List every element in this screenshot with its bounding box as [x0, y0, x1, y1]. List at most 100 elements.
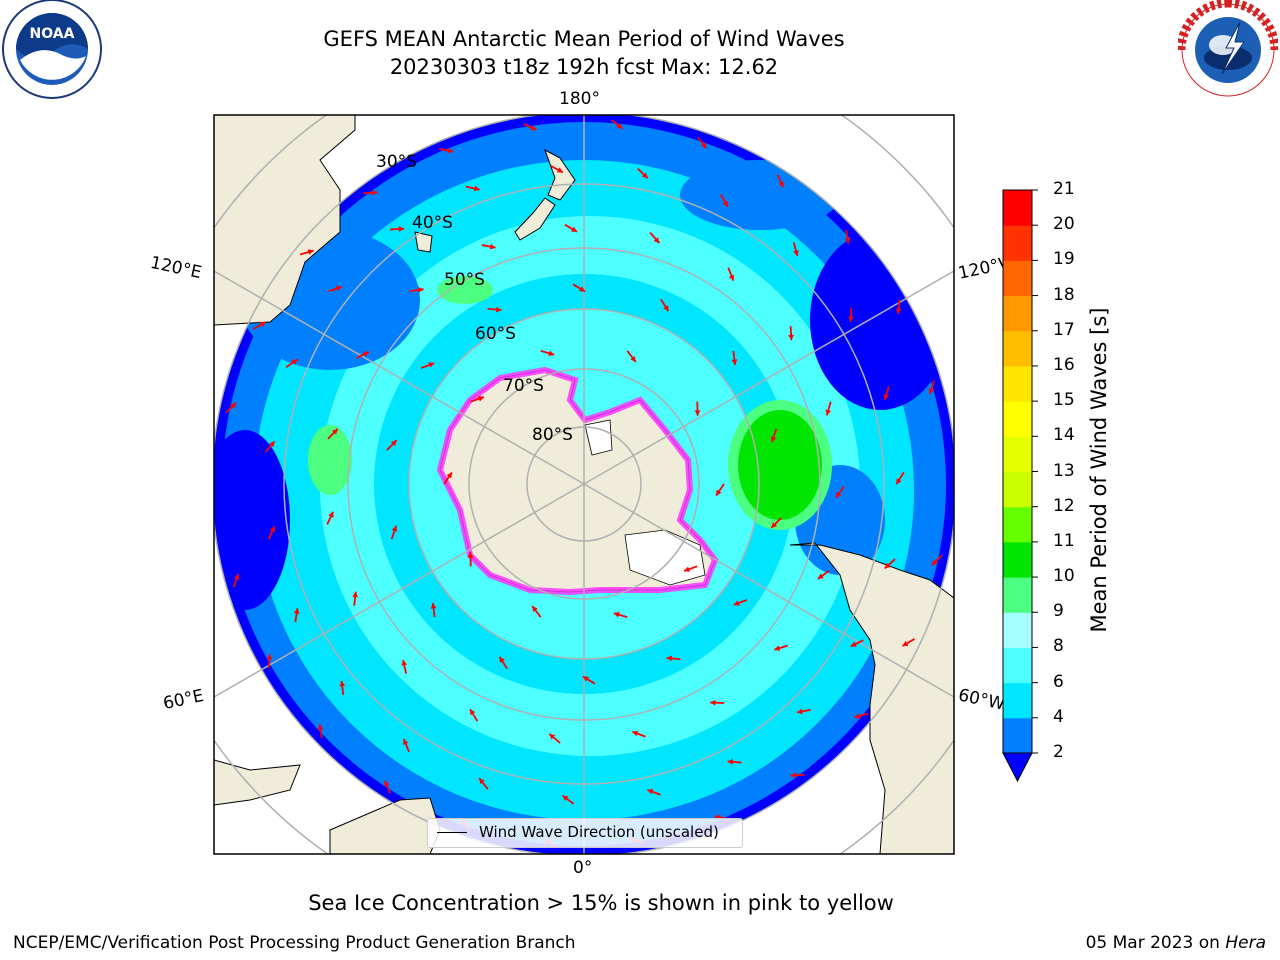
credit-text: NCEP/EMC/Verification Post Processing Pr…	[13, 933, 576, 953]
wave-direction-arrowhead	[835, 491, 842, 498]
wave-direction-arrowhead	[259, 321, 266, 328]
wave-direction-arrowhead	[850, 641, 857, 647]
sea-ice-note: Sea Ice Concentration > 15% is shown in …	[308, 891, 894, 915]
wave-direction-arrowhead	[371, 189, 378, 196]
wave-direction-arrowhead	[473, 185, 480, 192]
wave-direction-arrowhead	[790, 772, 797, 779]
wave-direction-arrowhead	[896, 478, 902, 485]
wave-direction-arrowhead	[817, 573, 824, 579]
wave-direction-arrowhead	[788, 334, 794, 341]
wave-direction-arrowhead	[666, 655, 673, 662]
wave-direction-arrowhead	[630, 356, 636, 362]
wave-direction-arrowhead	[446, 472, 452, 479]
wave-direction-arrowhead	[728, 274, 735, 281]
wave-direction-arrowhead	[733, 600, 740, 606]
colorbar-tick-label: 12	[1053, 495, 1075, 516]
wave-direction-arrowhead	[844, 238, 851, 244]
wave-direction-arrowhead	[363, 351, 370, 357]
wave-direction-arrowhead	[307, 249, 314, 255]
wave-direction-arrowhead	[417, 287, 424, 293]
colorbar-segment	[1003, 612, 1032, 648]
wave-direction-arrowhead	[548, 350, 555, 357]
wave-direction-arrowhead	[269, 441, 275, 448]
wave-direction-arrowhead	[495, 306, 502, 313]
wave-direction-arrowhead	[489, 243, 496, 250]
wave-direction-arrowhead	[727, 758, 733, 765]
colorbar-tick-label: 18	[1053, 284, 1075, 305]
colorbar-segment	[1003, 682, 1032, 719]
wave-direction-arrowhead	[770, 436, 777, 443]
chart-title: GEFS MEAN Antarctic Mean Period of Wind …	[323, 27, 845, 51]
wave-direction-arrowhead	[582, 676, 589, 682]
colorbar-segment	[1003, 365, 1032, 402]
wave-direction-arrowhead	[403, 739, 409, 745]
wave-direction-arrowhead	[266, 654, 273, 660]
wave-direction-arrowhead	[467, 552, 474, 558]
colorbar-tick-label: 9	[1053, 601, 1064, 622]
colorbar-tick-label: 17	[1053, 319, 1075, 340]
wave-direction-arrowhead	[233, 573, 240, 580]
wave-direction-arrowhead	[477, 396, 484, 402]
colorbar-segment	[1003, 225, 1032, 261]
wave-direction-arrowhead	[774, 645, 781, 651]
graticule	[214, 115, 954, 854]
colorbar-segment	[1003, 330, 1032, 367]
colorbar-segment	[1003, 295, 1032, 332]
nws-logo	[1176, 0, 1280, 100]
wave-direction-arrowhead	[641, 172, 648, 179]
wave-direction-arrowhead	[230, 402, 237, 409]
colorbar-tick-label: 14	[1053, 425, 1075, 446]
wave-direction-arrowhead	[499, 656, 505, 663]
colorbar-segment	[1003, 577, 1032, 613]
wave-direction-arrowhead	[854, 713, 861, 719]
colorbar-segment	[1003, 717, 1032, 754]
wave-direction-arrowhead	[793, 250, 799, 256]
machine-name: Hera	[1225, 933, 1266, 953]
wave-direction-arrowhead	[579, 286, 586, 292]
date-text: 05 Mar 2023 on	[1085, 933, 1226, 953]
map-frame	[213, 114, 955, 855]
lat-label-50s: 50°S	[444, 270, 485, 290]
wave-direction-arrowhead	[332, 428, 338, 435]
wave-direction-arrowhead	[317, 724, 324, 730]
colorbar-tick-label: 6	[1053, 671, 1064, 692]
noaa-logo: NOAA	[0, 0, 105, 100]
lat-label-30s: 30°S	[376, 152, 417, 172]
wave-direction-arrowhead	[722, 200, 728, 207]
wave-direction-arrowhead	[390, 440, 397, 446]
wave-direction-arrowhead	[549, 733, 556, 740]
map-legend: Wind Wave Direction (unscaled)	[427, 818, 743, 848]
wind-wave-direction-arrows	[225, 119, 943, 849]
wave-direction-arrowhead	[928, 388, 935, 395]
colorbar	[1002, 189, 1038, 783]
colorbar-title: Mean Period of Wind Waves [s]	[1087, 307, 1111, 633]
wave-direction-arrowhead	[778, 181, 784, 188]
wave-direction-arrowhead	[895, 308, 902, 314]
wave-direction-arrowhead	[647, 788, 654, 795]
colorbar-segment	[1003, 471, 1032, 508]
colorbar-segment	[1003, 506, 1032, 543]
wave-direction-arrowhead	[291, 359, 298, 365]
wave-direction-arrowhead	[632, 730, 639, 737]
colorbar-under-extension	[1002, 752, 1033, 783]
noaa-logo-text: NOAA	[30, 26, 75, 42]
wave-direction-arrowhead	[700, 142, 707, 149]
wave-direction-arrowhead	[384, 780, 390, 787]
lat-label-60s: 60°S	[475, 324, 516, 344]
wave-direction-arrowhead	[710, 699, 716, 706]
wave-direction-arrowhead	[398, 226, 405, 232]
wave-direction-arrowhead	[470, 709, 476, 716]
wave-direction-arrowhead	[902, 640, 909, 647]
wave-direction-arrowhead	[653, 237, 660, 244]
wave-direction-arrowhead	[684, 566, 691, 572]
wave-direction-arrowhead	[797, 708, 803, 715]
wave-direction-arrowhead	[391, 525, 398, 532]
wave-direction-arrowhead	[616, 123, 623, 129]
lat-label-70s: 70°S	[503, 376, 544, 396]
wave-direction-arrowhead	[401, 659, 408, 666]
date-stamp: 05 Mar 2023 on Hera	[1086, 933, 1266, 953]
wave-direction-arrowhead	[479, 778, 485, 785]
wave-direction-arrowhead	[335, 285, 342, 292]
colorbar-segment	[1003, 260, 1032, 297]
